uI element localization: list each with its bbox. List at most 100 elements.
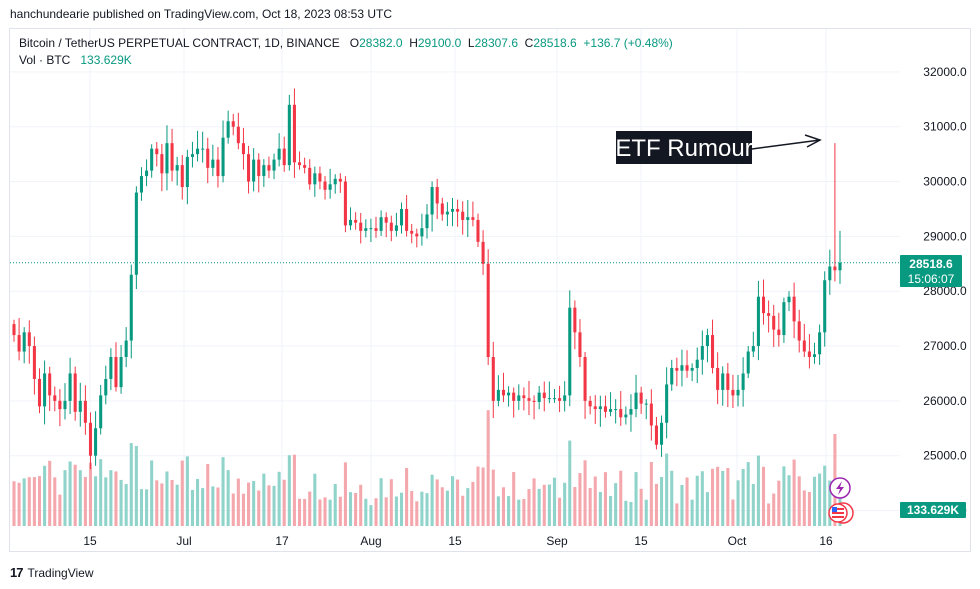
x-tick-label: 17 — [275, 534, 289, 548]
candle-body — [78, 400, 82, 412]
tradingview-logo-icon: 17 — [10, 565, 24, 580]
candle-body — [68, 373, 72, 401]
volume-bar — [680, 484, 684, 526]
volume-bar — [277, 471, 281, 526]
volume-bar — [537, 488, 541, 526]
x-tick-label: Oct — [728, 534, 747, 548]
volume-bar — [665, 453, 669, 526]
candle-body — [690, 367, 694, 371]
candle-body — [603, 406, 607, 412]
volume-bar — [491, 469, 495, 526]
volume-bar — [629, 501, 633, 526]
volume-bar — [690, 499, 694, 526]
candle-body — [405, 208, 409, 231]
volume-bar — [180, 460, 184, 526]
x-tick-label: 15 — [83, 534, 97, 548]
volume-bar — [624, 500, 628, 526]
volume-bar — [170, 479, 174, 526]
volume-bar — [486, 410, 490, 526]
volume-bar — [445, 490, 449, 526]
volume-bar — [660, 477, 664, 526]
lightning-icon[interactable] — [829, 477, 851, 499]
volume-bar — [48, 460, 52, 526]
chart-frame[interactable] — [9, 28, 971, 552]
candle-body — [359, 222, 363, 231]
candle-body — [746, 351, 750, 374]
volume-bar — [670, 470, 674, 526]
candle-body — [537, 392, 541, 402]
bar-countdown: 15:06:07 — [908, 272, 955, 286]
open-value: 28382.0 — [359, 36, 403, 50]
volume-bar — [512, 472, 516, 526]
candle-body — [119, 357, 123, 388]
open-label: O — [349, 36, 360, 50]
volume-bar — [619, 470, 623, 526]
candle-body — [639, 392, 643, 404]
volume-bar — [782, 466, 786, 526]
footer-brand[interactable]: 17 TradingView — [10, 565, 94, 580]
candle-body — [313, 173, 317, 185]
volume-bar — [405, 467, 409, 526]
volume-bar — [578, 473, 582, 526]
candle-body — [583, 357, 587, 401]
candle-body — [792, 296, 796, 322]
volume-bar — [241, 493, 245, 526]
candle-body — [150, 148, 154, 171]
candle-body — [287, 104, 291, 166]
volume-bar — [777, 480, 781, 526]
volume-bar — [303, 498, 307, 526]
candle-body — [308, 167, 312, 185]
candle-body — [756, 296, 760, 347]
candle-body — [685, 365, 689, 371]
volume-bar — [389, 479, 393, 526]
candle-body — [104, 378, 108, 396]
volume-bar — [27, 477, 31, 526]
candle-body — [838, 262, 842, 271]
y-tick-label: 31000.0 — [923, 120, 967, 134]
volume-bar — [476, 466, 480, 526]
volume-bar — [124, 484, 128, 526]
candle-body — [145, 170, 149, 177]
candle-body — [88, 422, 93, 456]
volume-bar — [807, 492, 811, 526]
annotation-arrow-line — [751, 139, 821, 150]
candle-body — [32, 346, 36, 379]
volume-bar — [711, 468, 715, 526]
volume-bar — [272, 485, 276, 526]
candle-body — [578, 332, 582, 357]
grid-lines — [10, 29, 900, 526]
candle-body — [236, 126, 240, 144]
volume-bar — [471, 481, 475, 526]
volume-bar — [282, 479, 286, 526]
volume-bar — [359, 484, 363, 526]
candle-body — [501, 389, 506, 396]
volume-tag-value: 133.629K — [907, 503, 959, 517]
us-flag-icon[interactable] — [828, 502, 854, 524]
volume-bar — [104, 477, 108, 526]
volume-bar — [823, 465, 827, 526]
volume-bar — [185, 456, 189, 526]
candle-body — [823, 280, 827, 333]
volume-bar — [654, 483, 658, 526]
volume-bar — [593, 476, 597, 526]
y-tick-label: 29000.0 — [923, 229, 967, 243]
volume-bar — [292, 454, 296, 526]
symbol-legend: Bitcoin / TetherUS PERPETUAL CONTRACT, 1… — [19, 36, 673, 50]
candle-body — [58, 400, 62, 410]
candle-body — [435, 187, 439, 204]
candle-body — [348, 219, 353, 226]
candle-body — [328, 184, 332, 190]
volume-bar — [496, 496, 500, 526]
price-axis: 24000.025000.026000.027000.028000.029000… — [923, 65, 967, 518]
volume-bar — [736, 480, 740, 526]
volume-bar — [109, 470, 113, 526]
volume-bar — [532, 478, 536, 526]
volume-bar — [685, 477, 689, 526]
candle-body — [558, 398, 562, 401]
x-tick-label: 15 — [448, 534, 462, 548]
candle-body — [257, 159, 261, 177]
volume-bar — [420, 491, 424, 526]
candle-body — [445, 211, 449, 215]
y-tick-label: 32000.0 — [923, 65, 967, 79]
